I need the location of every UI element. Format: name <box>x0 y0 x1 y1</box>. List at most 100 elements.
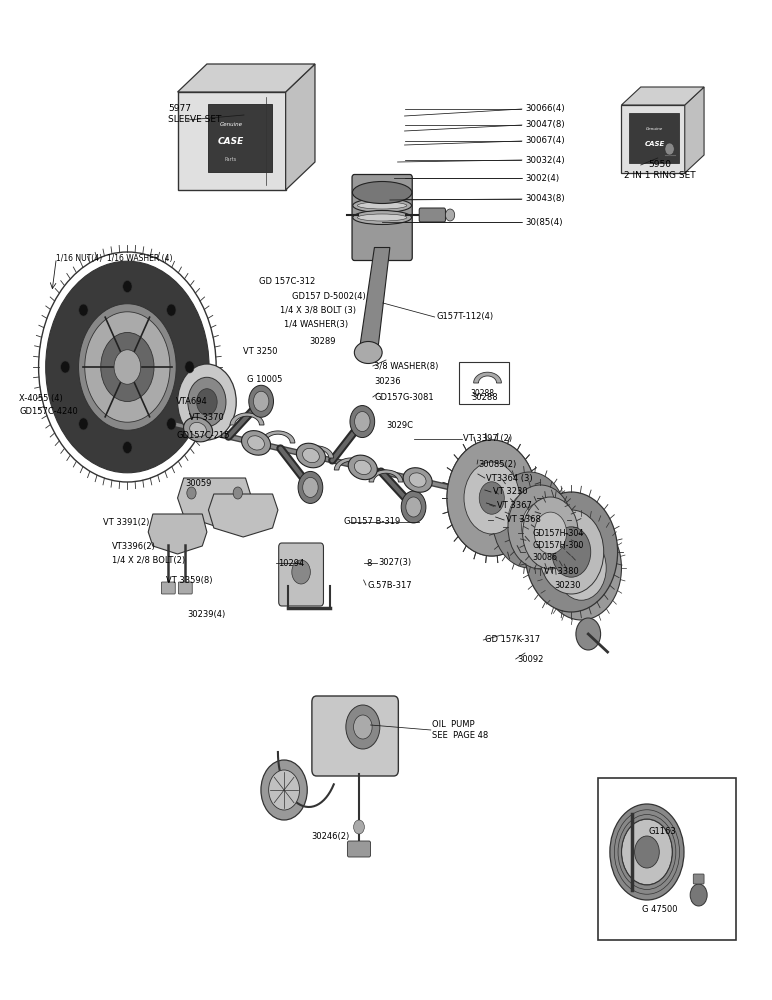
Polygon shape <box>178 478 252 526</box>
Circle shape <box>354 820 364 834</box>
FancyBboxPatch shape <box>419 208 445 222</box>
FancyBboxPatch shape <box>352 174 412 260</box>
Text: VT 3367: VT 3367 <box>497 502 532 510</box>
Bar <box>208 104 272 172</box>
Bar <box>459 362 509 404</box>
Circle shape <box>479 482 504 514</box>
Ellipse shape <box>353 198 411 213</box>
Text: 30246(2): 30246(2) <box>311 832 350 842</box>
Circle shape <box>167 418 176 430</box>
Circle shape <box>187 487 196 499</box>
Text: 30043(8): 30043(8) <box>525 194 564 204</box>
Text: VTA694: VTA694 <box>176 397 208 406</box>
Text: GD 157C-312: GD 157C-312 <box>259 277 315 286</box>
Circle shape <box>508 492 551 548</box>
Circle shape <box>401 491 426 523</box>
Text: 5950
2 IN 1 RING SET: 5950 2 IN 1 RING SET <box>625 160 696 180</box>
Polygon shape <box>359 247 390 352</box>
Circle shape <box>445 209 455 221</box>
FancyBboxPatch shape <box>178 582 192 594</box>
Text: GD157H-300: GD157H-300 <box>533 540 584 550</box>
Circle shape <box>610 804 684 900</box>
Text: 30(85(4): 30(85(4) <box>525 218 563 227</box>
Text: 30086: 30086 <box>533 554 557 562</box>
Circle shape <box>298 471 323 503</box>
Ellipse shape <box>184 417 212 442</box>
Circle shape <box>197 389 217 415</box>
Text: 5977
SLEEVE SET: 5977 SLEEVE SET <box>168 104 222 124</box>
Circle shape <box>350 406 374 438</box>
Polygon shape <box>148 514 207 554</box>
Ellipse shape <box>354 460 371 475</box>
Text: Genuine: Genuine <box>646 127 663 131</box>
Text: G 10005: G 10005 <box>247 375 283 384</box>
Polygon shape <box>621 87 704 105</box>
Text: 1/4 WASHER(3): 1/4 WASHER(3) <box>284 320 348 328</box>
Text: VT 3250: VT 3250 <box>243 348 278 357</box>
Text: 3/8 WASHER(8): 3/8 WASHER(8) <box>374 361 438 370</box>
Ellipse shape <box>357 214 407 221</box>
Circle shape <box>523 497 578 569</box>
Circle shape <box>635 836 659 868</box>
Ellipse shape <box>354 341 382 363</box>
Circle shape <box>100 332 154 401</box>
Bar <box>178 92 286 190</box>
Circle shape <box>525 492 618 612</box>
Text: 8: 8 <box>366 558 371 568</box>
Ellipse shape <box>190 422 206 437</box>
Ellipse shape <box>303 448 320 463</box>
Text: VT 3380: VT 3380 <box>544 568 579 576</box>
FancyBboxPatch shape <box>347 841 371 857</box>
Text: 1/4 X 2/8 BOLT(2): 1/4 X 2/8 BOLT(2) <box>112 556 185 564</box>
Circle shape <box>346 705 380 749</box>
Bar <box>629 113 679 163</box>
Text: GD157C-215: GD157C-215 <box>176 430 229 440</box>
Polygon shape <box>685 87 704 173</box>
Circle shape <box>508 485 573 569</box>
Text: X-4055 (4): X-4055 (4) <box>19 394 63 403</box>
Circle shape <box>261 760 307 820</box>
Circle shape <box>522 503 559 551</box>
Text: VT3396(2): VT3396(2) <box>112 542 156 550</box>
Ellipse shape <box>403 468 432 492</box>
Ellipse shape <box>353 186 411 200</box>
Circle shape <box>61 361 70 373</box>
Ellipse shape <box>357 190 407 197</box>
Text: VT 3359(8): VT 3359(8) <box>166 576 212 584</box>
Circle shape <box>292 560 310 584</box>
Text: CASE: CASE <box>218 137 244 146</box>
Circle shape <box>249 385 273 417</box>
FancyBboxPatch shape <box>312 696 398 776</box>
Text: 30085(2): 30085(2) <box>479 460 517 468</box>
Polygon shape <box>230 413 264 425</box>
Text: OIL  PUMP
SEE  PAGE 48: OIL PUMP SEE PAGE 48 <box>432 720 489 740</box>
Polygon shape <box>300 446 334 458</box>
Circle shape <box>534 512 567 554</box>
Circle shape <box>123 280 132 292</box>
Circle shape <box>269 770 300 810</box>
Text: G.57B-317: G.57B-317 <box>367 580 412 589</box>
Circle shape <box>665 143 674 155</box>
Text: 30092: 30092 <box>517 654 543 664</box>
Ellipse shape <box>352 182 412 204</box>
Text: GD157 B-319: GD157 B-319 <box>344 518 400 526</box>
Ellipse shape <box>242 431 270 455</box>
Text: VT 3391(2): VT 3391(2) <box>103 518 149 526</box>
Ellipse shape <box>248 436 265 450</box>
Polygon shape <box>261 431 295 443</box>
Circle shape <box>552 527 591 577</box>
Text: G 47500: G 47500 <box>642 904 678 914</box>
FancyBboxPatch shape <box>279 543 323 606</box>
Circle shape <box>79 418 88 430</box>
Text: 3029C: 3029C <box>386 422 413 430</box>
Circle shape <box>178 364 236 440</box>
Circle shape <box>114 350 141 384</box>
Ellipse shape <box>296 443 326 468</box>
Text: 1/4 X 3/8 BOLT (3): 1/4 X 3/8 BOLT (3) <box>280 306 356 314</box>
Circle shape <box>493 472 567 568</box>
Text: 30059: 30059 <box>185 479 212 488</box>
Circle shape <box>79 304 88 316</box>
Circle shape <box>406 497 422 517</box>
Ellipse shape <box>409 473 426 487</box>
Circle shape <box>541 516 621 620</box>
